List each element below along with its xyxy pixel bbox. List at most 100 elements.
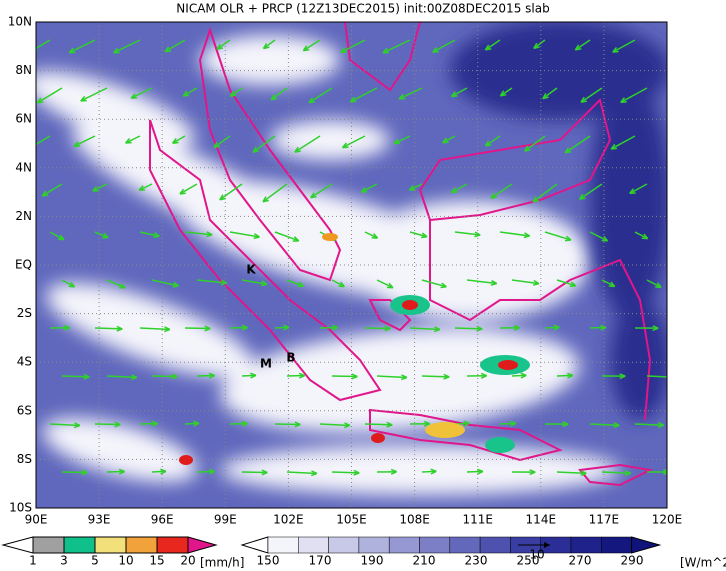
wind-arrow-head xyxy=(513,324,520,331)
wind-arrow xyxy=(490,183,513,199)
wind-arrow xyxy=(80,87,108,102)
wind-arrow xyxy=(73,135,96,147)
wind-arrow xyxy=(484,39,501,51)
wind-arrow xyxy=(484,135,501,147)
wind-arrow xyxy=(94,423,121,426)
wind-arrow xyxy=(286,279,304,287)
legend-swatch xyxy=(388,536,420,554)
vector-scale-label: 10 xyxy=(529,548,544,562)
wind-arrow xyxy=(36,39,51,50)
wind-arrow-head xyxy=(310,192,317,199)
wind-arrow-head xyxy=(68,47,76,54)
lat-label: 6N xyxy=(15,112,32,126)
legend-swatch xyxy=(125,536,158,554)
wind-arrow-head xyxy=(371,233,379,239)
legend-unit: [W/m^2] xyxy=(680,556,726,570)
wind-arrow xyxy=(589,231,608,242)
wind-arrow-head xyxy=(81,469,88,476)
lat-label: 2S xyxy=(17,306,32,320)
wind-arrow xyxy=(106,279,126,289)
wind-arrow-head xyxy=(382,47,389,54)
wind-arrow xyxy=(524,135,546,152)
wind-arrow-head xyxy=(490,192,498,199)
legend-label: 10 xyxy=(118,554,133,568)
wind-arrow xyxy=(274,423,301,426)
place-label: B xyxy=(286,351,295,365)
legend-swatch xyxy=(479,536,511,554)
lon-label: 102E xyxy=(273,513,304,527)
wind-arrow xyxy=(36,135,51,146)
wind-arrow-head xyxy=(523,232,531,239)
wind-arrow xyxy=(184,422,200,425)
wind-arrow-head xyxy=(351,373,358,380)
wind-arrow xyxy=(151,279,179,287)
wind-arrow xyxy=(138,183,153,191)
wind-arrow-head xyxy=(480,372,487,379)
lat-label: 6S xyxy=(17,403,32,417)
wind-arrow-head xyxy=(182,90,190,97)
wind-arrow xyxy=(294,135,321,153)
wind-arrow xyxy=(229,231,260,238)
wind-arrow xyxy=(612,39,636,53)
wind-arrow-head xyxy=(657,421,664,429)
wind-arrow-head xyxy=(63,324,71,331)
legend-label: 250 xyxy=(517,554,540,568)
wind-arrow xyxy=(466,470,484,473)
lon-label: 96E xyxy=(151,513,174,527)
wind-arrow-head xyxy=(116,325,123,332)
wind-arrow-head xyxy=(360,186,368,193)
place-label: K xyxy=(246,263,256,277)
wind-arrow-head xyxy=(564,235,572,242)
legend-label: 150 xyxy=(257,554,280,568)
wind-arrow-head xyxy=(532,279,540,286)
wind-arrow xyxy=(466,279,497,285)
wind-arrow xyxy=(393,135,411,145)
wind-arrow-head xyxy=(510,420,517,427)
lat-label: 8N xyxy=(15,63,32,77)
wind-arrow-head xyxy=(208,468,216,475)
wind-arrow xyxy=(601,279,616,288)
wind-arrow-head xyxy=(484,140,492,147)
wind-arrow xyxy=(532,183,558,203)
wind-arrow-head xyxy=(349,96,357,103)
wind-arrow xyxy=(184,327,211,330)
wind-arrow xyxy=(151,375,178,378)
wind-arrow-head xyxy=(250,372,257,379)
wind-arrow-head xyxy=(490,279,498,286)
wind-arrow xyxy=(196,279,227,284)
wind-arrow-head xyxy=(400,374,408,381)
wind-arrow-head xyxy=(353,469,360,476)
wind-arrow-head xyxy=(580,470,587,477)
wind-arrow xyxy=(364,327,391,330)
wind-arrow-head xyxy=(138,185,146,191)
wind-arrow-head xyxy=(261,469,268,476)
lon-label: 99E xyxy=(214,513,237,527)
wind-arrow xyxy=(302,39,321,52)
lat-label: 4S xyxy=(17,355,32,369)
wind-arrow-head xyxy=(208,372,215,379)
wind-arrow xyxy=(49,231,65,241)
wind-arrow-head xyxy=(384,325,391,332)
wind-arrow xyxy=(589,326,607,329)
wind-arrow xyxy=(451,87,468,98)
wind-arrow-head xyxy=(241,324,248,331)
wind-arrow-head xyxy=(600,324,607,331)
wind-arrow xyxy=(274,231,299,242)
legend-label: 15 xyxy=(149,554,164,568)
wind-arrow-head xyxy=(450,187,458,194)
place-label: M xyxy=(260,357,272,371)
legend-label: 1 xyxy=(29,554,37,568)
wind-arrow-head xyxy=(553,324,560,331)
wind-arrow xyxy=(432,39,456,53)
wind-arrow-head xyxy=(529,469,536,476)
legend-label: 3 xyxy=(60,554,68,568)
lat-label: EQ xyxy=(15,258,32,272)
wind-arrow-head xyxy=(567,372,574,379)
wind-arrow-head xyxy=(652,325,659,332)
wind-arrow-head xyxy=(310,470,318,477)
wind-arrow xyxy=(364,423,393,426)
wind-arrow xyxy=(499,87,513,97)
wind-arrow xyxy=(579,183,603,200)
wind-arrow xyxy=(564,135,591,154)
